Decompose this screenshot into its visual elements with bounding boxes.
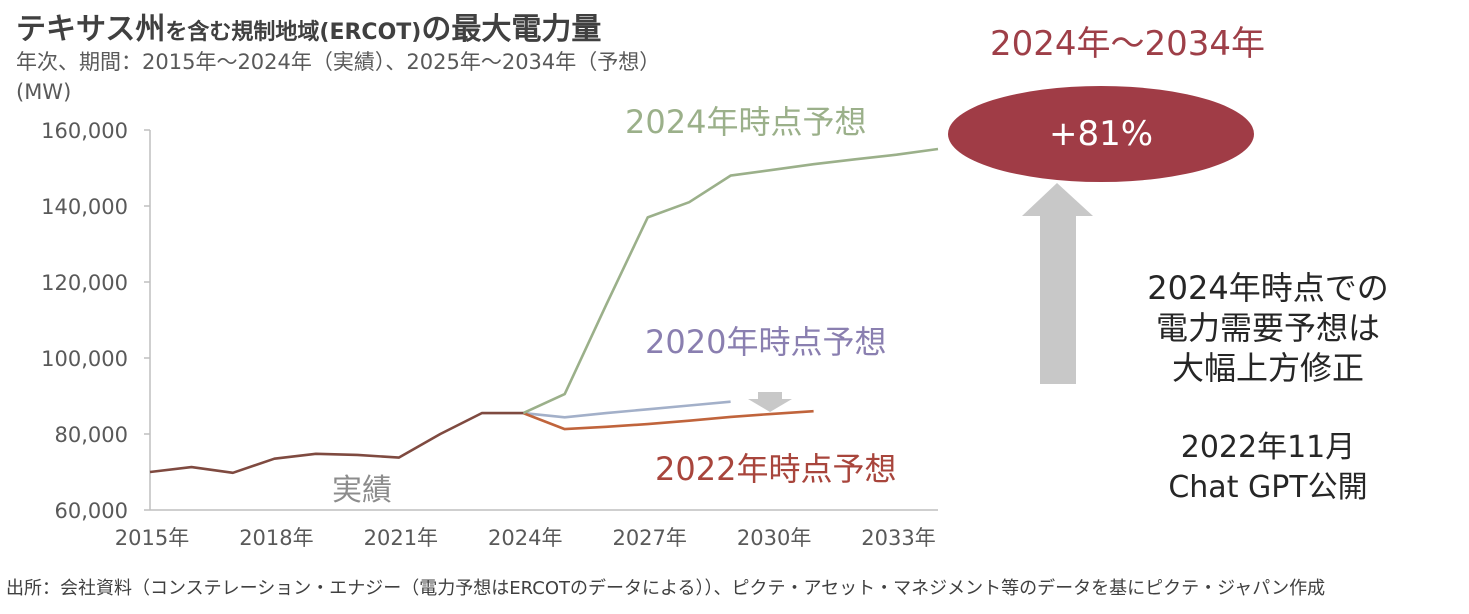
title-part-b: を含む規制地域(ERCOT) [165,20,422,45]
series-label-2020: 2020年時点予想 [645,323,886,361]
series-forecast-2024-line [522,147,939,415]
title-part-a: テキサス州 [16,12,166,47]
period-label: 2024年～2034年 [990,24,1266,64]
y-tick-label: 120,000 [41,271,128,295]
y-tick-label: 60,000 [55,499,128,523]
y-axis-unit: (MW) [16,80,72,104]
increase-badge: +81% [948,86,1254,182]
chart-title: テキサス州を含む規制地域(ERCOT)の最大電力量 [16,4,601,48]
series-forecast-2020-line [523,400,731,419]
y-tick-label: 100,000 [41,347,128,371]
event-note-line-1: 2022年11月 [1180,430,1356,465]
x-tick-label: 2018年 [239,526,313,550]
x-tick-label: 2015年 [115,526,189,550]
series-forecast-2022-line [522,409,814,431]
source-note: 出所：会社資料（コンステレーション・エナジー（電力予想はERCOTのデータによる… [6,578,1326,599]
y-tick-label: 160,000 [41,119,128,143]
series-label-actual: 実績 [332,473,392,508]
revision-note-line-1: 2024年時点での [1147,269,1389,307]
y-tick-label: 140,000 [41,195,128,219]
revision-note-line-2: 電力需要予想は [1155,309,1380,347]
series-label-2024: 2024年時点予想 [625,103,866,141]
increase-value: +81% [1048,114,1154,154]
revision-note: 2024年時点での 電力需要予想は 大幅上方修正 [1110,268,1426,388]
title-part-c: の最大電力量 [421,12,602,47]
y-tick-label: 80,000 [55,423,128,447]
increase-up-arrow-icon [1022,183,1093,384]
series-actual-line [149,411,524,475]
revision-down-arrow-icon [748,392,792,412]
x-tick-label: 2027年 [612,526,686,550]
series-label-2022: 2022年時点予想 [655,450,896,488]
x-tick-label: 2024年 [488,526,562,550]
x-tick-label: 2021年 [364,526,438,550]
revision-note-line-3: 大幅上方修正 [1171,349,1364,387]
x-tick-label: 2033年 [861,526,935,550]
chart-subtitle: 年次、期間：2015年～2024年（実績）、2025年～2034年（予想） [16,50,661,74]
event-note: 2022年11月 Chat GPT公開 [1110,428,1426,508]
event-note-line-2: Chat GPT公開 [1168,470,1368,505]
x-tick-label: 2030年 [737,526,811,550]
